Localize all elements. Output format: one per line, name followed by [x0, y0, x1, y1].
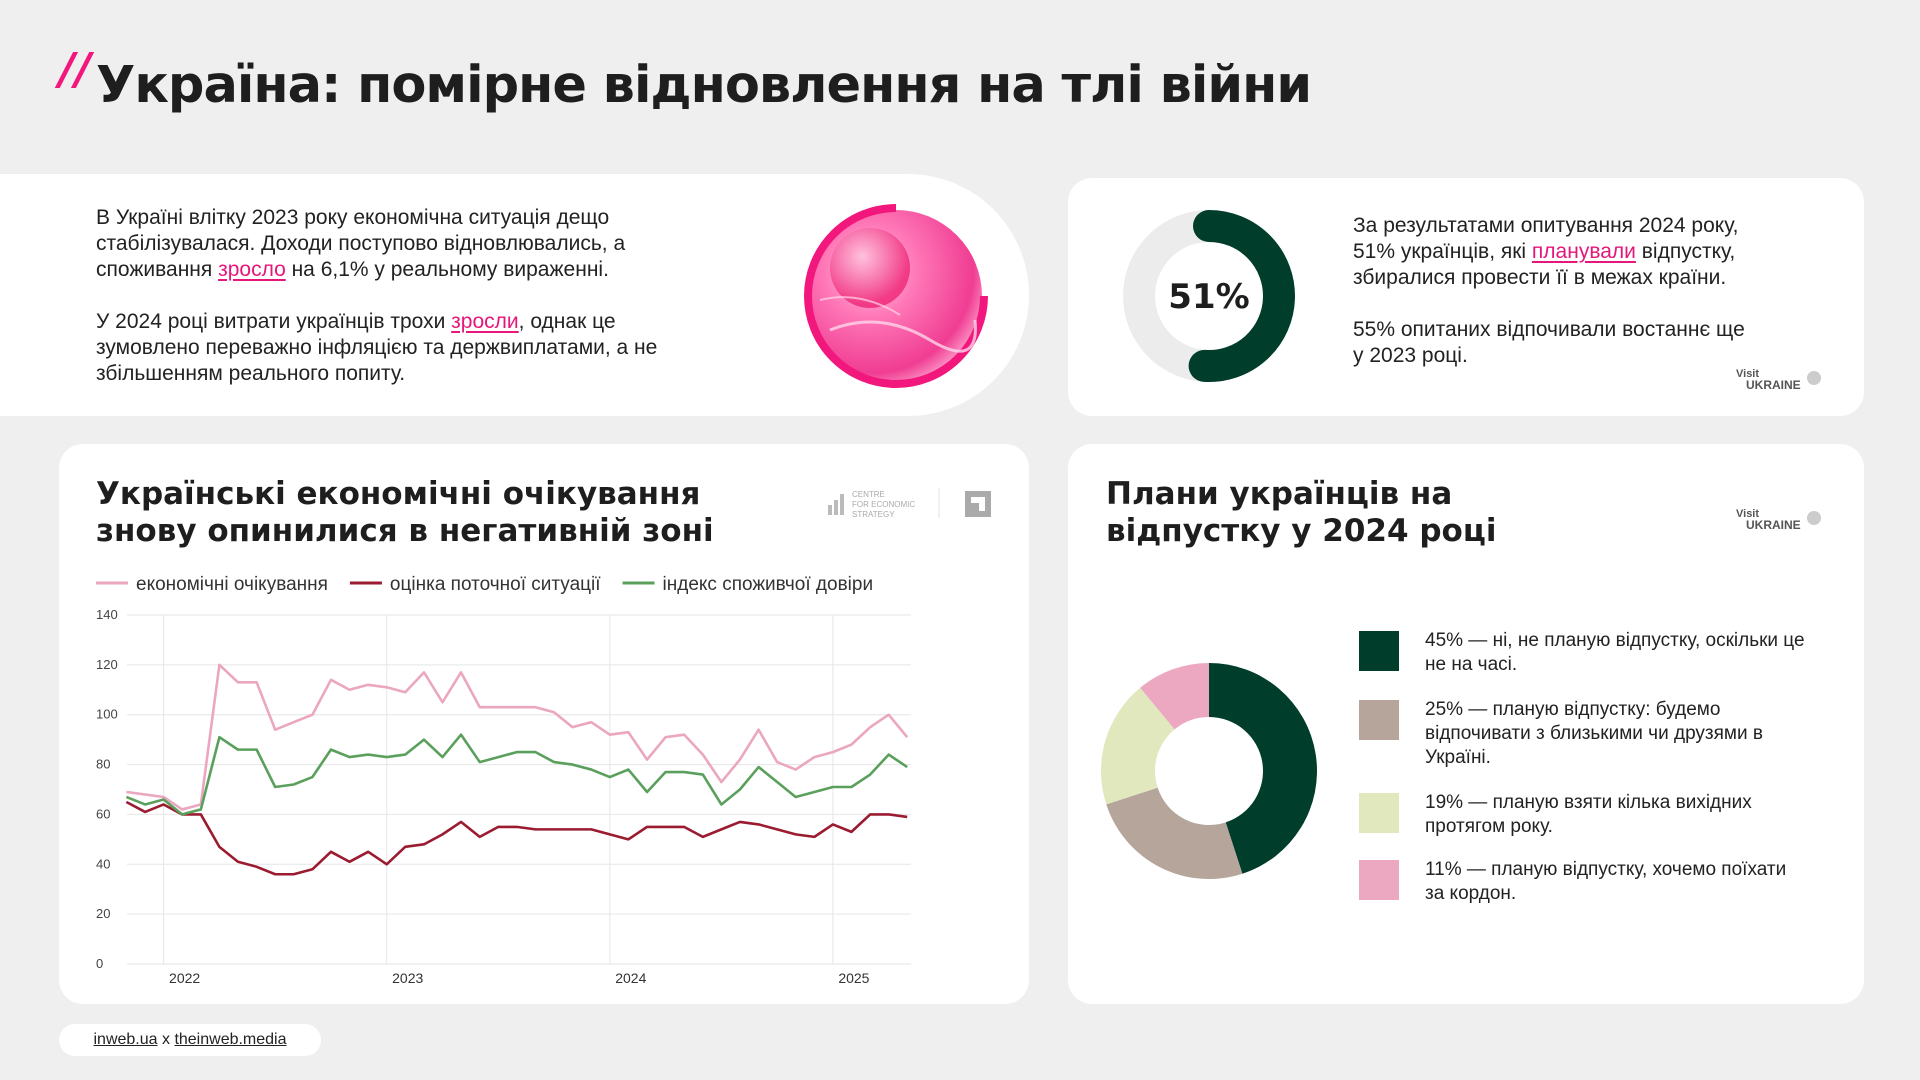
- survey-text: За результатами опитування 2024 року, 51…: [1353, 213, 1785, 369]
- logo-text: FOR ECONOMIC: [852, 500, 915, 509]
- line-series: [125, 800, 908, 876]
- legend-swatch: [1359, 860, 1399, 900]
- y-tick-label: 140: [96, 607, 118, 622]
- text: відпустку, збиралися провести її в межах…: [1353, 240, 1736, 289]
- title-mark: //: [59, 44, 92, 95]
- sphere-wave: [819, 296, 901, 316]
- y-tick-label: 60: [96, 806, 110, 821]
- logo-dot: [1807, 511, 1821, 525]
- y-tick-label: 40: [96, 856, 110, 871]
- text: У 2024 році витрати українців трохи: [96, 310, 452, 333]
- highlight: зросли: [451, 310, 519, 333]
- line-series: [126, 663, 909, 811]
- footer-link[interactable]: theinweb.media: [174, 1031, 287, 1048]
- sphere-ball: [830, 228, 910, 308]
- logo-text: UKRAINE: [1746, 518, 1801, 532]
- highlight: зросло: [218, 258, 286, 281]
- logo-text: STRATEGY: [852, 510, 895, 519]
- legend-swatch: [1359, 700, 1399, 740]
- logo-bar: [834, 500, 838, 515]
- y-tick-label: 0: [96, 956, 103, 971]
- legend-label: економічні очікування: [136, 574, 328, 595]
- logo-text: Visit: [1736, 508, 1759, 520]
- line-chart-card: [59, 444, 1029, 1004]
- donut-segment: [1209, 663, 1317, 874]
- x-tick-label: 2025: [838, 970, 869, 986]
- footer-link[interactable]: inweb.ua: [93, 1031, 158, 1048]
- legend-label: 11% — планую відпустку, хочемо поїхати з…: [1425, 859, 1787, 904]
- line-series: [125, 733, 908, 816]
- paragraph: За результатами опитування 2024 року, 51…: [1353, 213, 1785, 291]
- legend-label: оцінка поточної ситуації: [390, 574, 601, 595]
- x-tick-label: 2022: [169, 970, 200, 986]
- highlight: планували: [1531, 240, 1636, 263]
- x-tick-label: 2024: [615, 970, 646, 986]
- logo-bar: [840, 494, 844, 515]
- logo-glyph: [971, 497, 985, 511]
- gauge-arc: [1188, 210, 1295, 382]
- logo-bar: [828, 505, 832, 515]
- text: За результатами опитування 2024 року, 51…: [1353, 214, 1739, 263]
- ces-logo: CENTRE FOR ECONOMIC STRATEGY: [828, 488, 991, 519]
- donut-segment: [1100, 687, 1175, 805]
- intro-text: В Україні влітку 2023 року економічна си…: [96, 205, 671, 387]
- y-tick-label: 80: [96, 757, 110, 772]
- paragraph: В Україні влітку 2023 року економічна си…: [96, 205, 671, 283]
- donut-chart-title: Плани українців на відпустку у 2024 році: [1106, 476, 1497, 549]
- legend-label: 19% — планую взяти кілька вихідних протя…: [1425, 792, 1752, 837]
- paragraph: У 2024 році витрати українців трохи зрос…: [96, 309, 671, 387]
- logo-dot: [1807, 371, 1821, 385]
- footer-sep: x: [161, 1031, 170, 1048]
- legend-label: індекс споживчої довіри: [663, 574, 874, 595]
- donut-segment: [1106, 787, 1243, 879]
- paragraph: 55% опитаних відпочивали востаннє ще у 2…: [1353, 318, 1745, 367]
- legend-swatch: [1359, 631, 1399, 671]
- donut-segment: [1140, 663, 1209, 730]
- gauge-label: 51%: [1168, 277, 1249, 317]
- page-title: Україна: помірне відновлення на тлі війн…: [96, 56, 1312, 115]
- visit-ukraine-logo: Visit UKRAINE Visit UKRAINE: [1736, 368, 1821, 532]
- logo-text: UKRAINE: [1746, 378, 1801, 392]
- line-chart-title: Українські економічні очікування знову о…: [96, 476, 714, 549]
- footer: inweb.ua x theinweb.media: [59, 1024, 321, 1056]
- x-tick-label: 2023: [392, 970, 423, 986]
- logo-text: CENTRE: [852, 490, 885, 499]
- legend-label: 25% — планую відпустку: будемо відпочива…: [1425, 699, 1763, 768]
- logo-square: [965, 491, 991, 517]
- y-tick-label: 20: [96, 906, 110, 921]
- legend-label: 45% — ні, не планую відпустку, оскільки …: [1425, 630, 1805, 675]
- legend-swatch: [1359, 793, 1399, 833]
- text: В Україні влітку 2023 року економічна си…: [96, 206, 626, 281]
- donut-chart-card: [1068, 444, 1864, 1004]
- sphere-wave: [829, 319, 977, 353]
- text: на 6,1% у реальному вираженні.: [285, 258, 609, 281]
- text: , однак це зумовлено переважно інфляцією…: [96, 310, 658, 385]
- y-tick-label: 120: [96, 657, 118, 672]
- y-tick-label: 100: [96, 707, 118, 722]
- sphere-ring: [804, 204, 988, 388]
- logo-text: Visit: [1736, 368, 1759, 380]
